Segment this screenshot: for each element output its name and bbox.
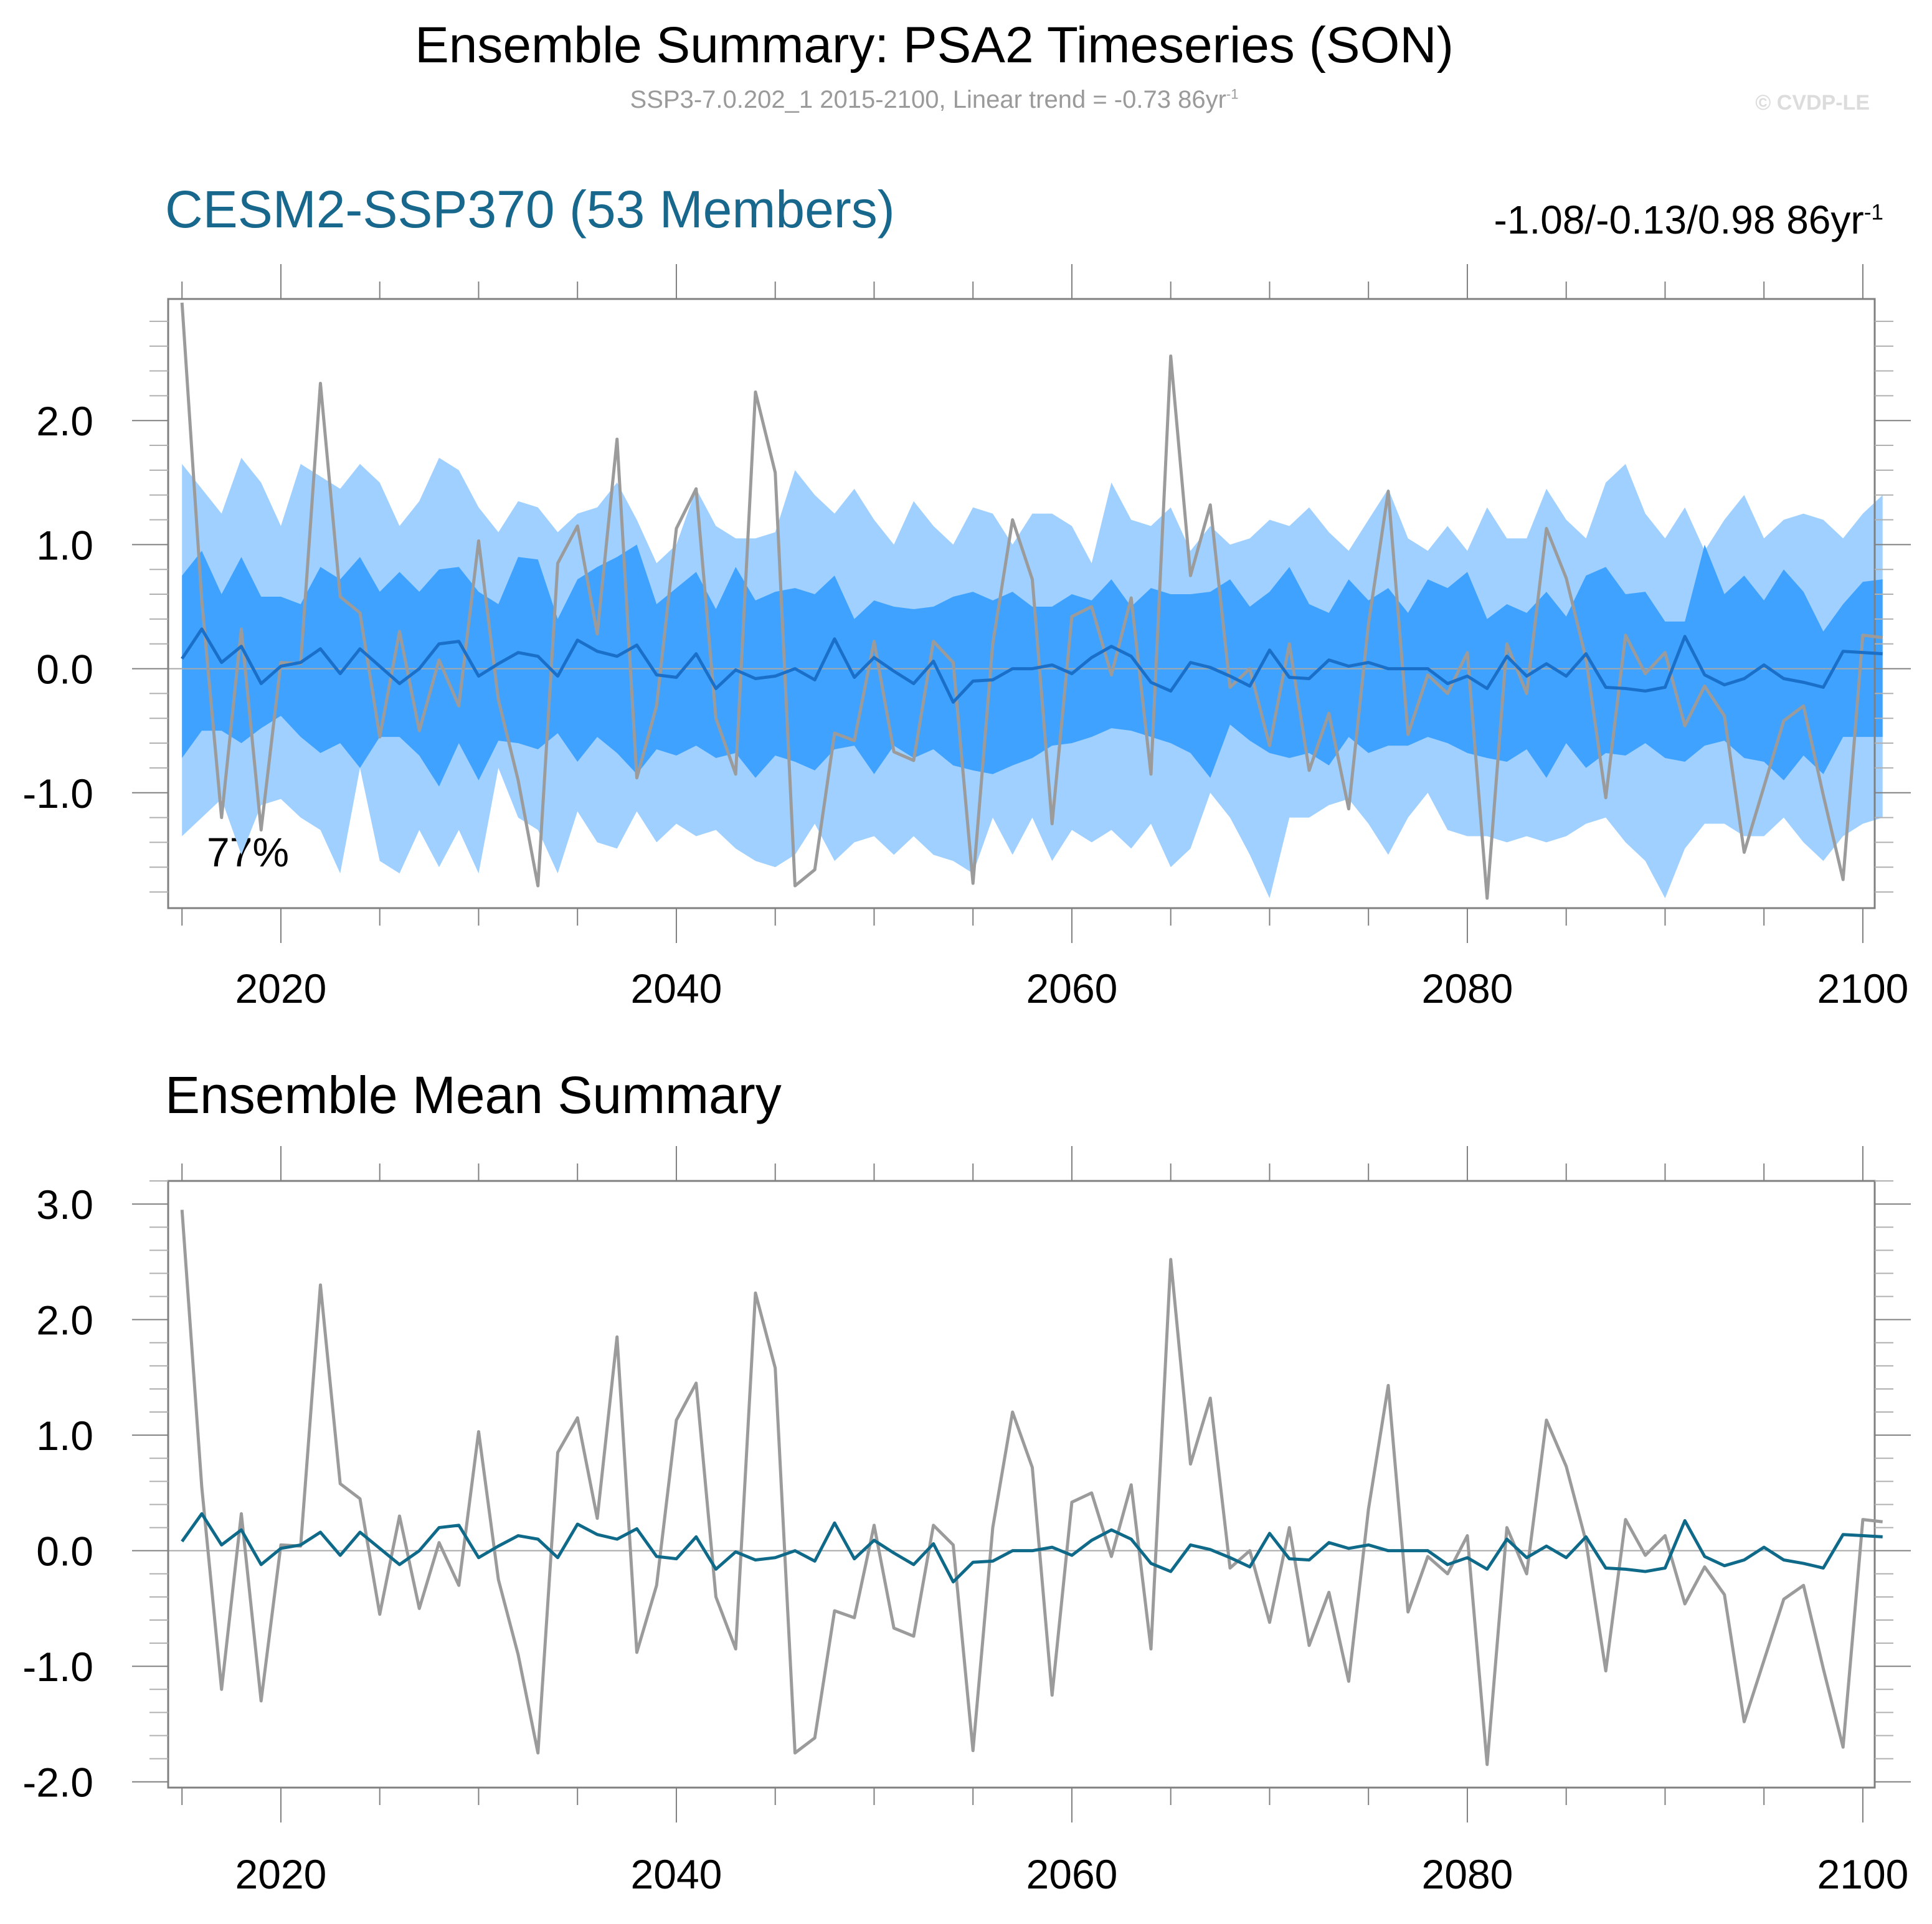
top-panel-trend: -1.08/-0.13/0.98 86yr-1 (1494, 197, 1883, 243)
bottom-y-tick-label: 1.0 (36, 1413, 93, 1459)
bottom-plot-frame (167, 1180, 1876, 1789)
bottom-x-tick-label: 2020 (235, 1851, 327, 1897)
bottom-y-tick-label: 2.0 (36, 1297, 93, 1343)
copyright-label: © CVDP-LE (1755, 91, 1870, 115)
top-x-tick-label: 2100 (1817, 965, 1909, 1012)
bottom-panel: -2.0 -1.0 0.0 1.0 2.0 3.0 2020 2040 2060 2080 2100 (22, 1146, 1911, 1897)
top-x-tick-label: 2020 (235, 965, 327, 1012)
bottom-ensemble-mean-line (181, 1512, 1883, 1584)
top-y-tick-label: 2.0 (36, 398, 93, 444)
bottom-y-tick-label: -1.0 (22, 1644, 93, 1690)
inner-spread-band (182, 544, 1883, 787)
bottom-observed-line (180, 1210, 1883, 1766)
top-x-tick-label: 2080 (1422, 965, 1513, 1012)
top-ensemble-mean-line (181, 627, 1883, 704)
bottom-x-tick-label: 2060 (1026, 1851, 1118, 1897)
bottom-x-tick-label: 2100 (1817, 1851, 1909, 1897)
bottom-x-tick-label: 2040 (631, 1851, 722, 1897)
trend-exponent: -1 (1863, 200, 1883, 225)
top-y-tick-label: 0.0 (36, 647, 93, 693)
top-x-tick-label: 2040 (631, 965, 722, 1012)
subtitle-text: SSP3-7.0.202_1 2015-2100, Linear trend =… (630, 86, 1226, 113)
bottom-x-tick-label: 2080 (1422, 1851, 1513, 1897)
figure-title: Ensemble Summary: PSA2 Timeseries (SON) (415, 17, 1454, 73)
bottom-y-tick-label: 0.0 (36, 1528, 93, 1575)
bottom-y-tick-label: -2.0 (22, 1760, 93, 1806)
top-y-tick-label: -1.0 (22, 770, 93, 817)
top-y-tick-label: 1.0 (36, 522, 93, 568)
bottom-panel-title: Ensemble Mean Summary (165, 1066, 782, 1124)
bottom-y-tick-label: 3.0 (36, 1182, 93, 1228)
top-x-tick-label: 2060 (1026, 965, 1118, 1012)
top-panel: -1.0 0.0 1.0 2.0 2020 2040 2060 2080 2100 (22, 264, 1911, 1012)
figure-subtitle: SSP3-7.0.202_1 2015-2100, Linear trend =… (0, 86, 1868, 114)
top-plot-frame (167, 298, 1876, 909)
trend-text: -1.08/-0.13/0.98 86yr (1494, 197, 1864, 242)
subtitle-exponent: -1 (1226, 86, 1239, 102)
top-panel-title: CESM2-SSP370 (53 Members) (165, 180, 895, 239)
